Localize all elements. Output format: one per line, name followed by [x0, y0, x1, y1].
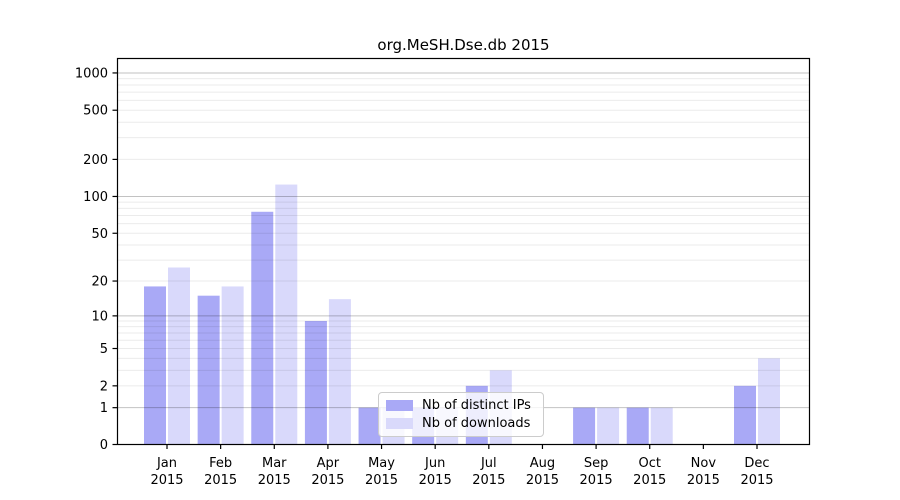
- x-tick-label: Apr 2015: [311, 456, 344, 488]
- legend-item-distinct-ips: Nb of distinct IPs: [386, 398, 536, 413]
- y-tick-label: 500: [83, 104, 108, 119]
- bar-sep-2015-ips: [573, 407, 596, 445]
- legend-swatch-downloads-icon: [386, 418, 413, 429]
- legend-label-distinct-ips: Nb of distinct IPs: [422, 398, 531, 413]
- x-tick-label: May 2015: [365, 456, 398, 488]
- bar-jan-2015-ips: [144, 286, 166, 445]
- y-tick-label: 10: [91, 309, 108, 324]
- x-tick-label: Jul 2015: [472, 456, 505, 488]
- legend-swatch-distinct-ips-icon: [386, 400, 413, 411]
- x-axis: Jan 2015 Feb 2015 Mar 2015 Apr 2015 May 2015 Jun 20…: [150, 444, 774, 488]
- plot-border: [116, 57, 811, 446]
- y-tick-label: 20: [91, 275, 108, 290]
- bar-apr-2015-ips: [304, 321, 327, 445]
- y-tick-label: 1: [100, 401, 108, 416]
- x-tick-label: Mar 2015: [258, 456, 291, 488]
- y-tick-label: 5: [100, 342, 108, 357]
- bar-sep-2015-downloads: [597, 407, 620, 445]
- x-tick-label: Sep 2015: [580, 456, 613, 488]
- y-tick-label: 200: [83, 153, 108, 168]
- bar-oct-2015-ips: [626, 407, 649, 445]
- y-tick-label: 1000: [75, 66, 108, 81]
- bar-dec-2015-downloads: [758, 358, 780, 445]
- bar-oct-2015-downloads: [650, 407, 673, 445]
- y-tick-label: 100: [83, 190, 108, 205]
- y-tick-label: 0: [100, 438, 108, 453]
- chart-legend: Nb of distinct IPs Nb of downloads: [378, 392, 544, 437]
- bar-jan-2015-downloads: [168, 267, 190, 445]
- legend-label-downloads: Nb of downloads: [422, 416, 531, 431]
- bar-feb-2015-ips: [197, 295, 220, 445]
- bar-dec-2015-ips: [734, 385, 756, 445]
- bar-may-2015-ips: [358, 407, 381, 445]
- gridlines-layer: [117, 72, 810, 409]
- bar-apr-2015-downloads: [328, 299, 351, 445]
- x-tick-label: Feb 2015: [204, 456, 237, 488]
- x-tick-label: Dec 2015: [740, 456, 773, 488]
- x-tick-label: Jun 2015: [419, 456, 452, 488]
- x-tick-label: Nov 2015: [687, 456, 720, 488]
- bar-feb-2015-downloads: [221, 286, 244, 445]
- x-tick-label: Jan 2015: [150, 456, 183, 488]
- bar-mar-2015-ips: [251, 211, 274, 445]
- legend-item-downloads: Nb of downloads: [386, 416, 536, 431]
- chart-title: org.MeSH.Dse.db 2015: [377, 36, 550, 54]
- x-tick-label: Aug 2015: [526, 456, 559, 488]
- y-tick-label: 50: [91, 227, 108, 242]
- y-tick-label: 2: [100, 379, 108, 394]
- x-tick-label: Oct 2015: [633, 456, 666, 488]
- bar-mar-2015-downloads: [275, 184, 298, 445]
